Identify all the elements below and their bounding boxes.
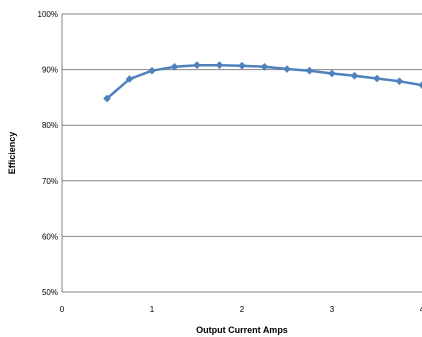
data-point (215, 61, 224, 70)
x-tick-labels: 0 1 2 3 4 (60, 305, 422, 314)
gridlines (62, 13, 422, 293)
axes (61, 14, 422, 293)
data-point (373, 74, 381, 83)
data-point (350, 71, 359, 80)
x-tick-label: 3 (330, 305, 335, 314)
x-tick-label: 1 (150, 305, 155, 314)
y-tick-label: 50% (42, 288, 58, 297)
data-point (418, 81, 422, 90)
data-point (283, 65, 291, 73)
y-axis-label: Efficiency (7, 132, 17, 175)
y-tick-label: 100% (38, 10, 58, 19)
x-tick-label: 2 (240, 305, 245, 314)
y-tick-label: 80% (42, 121, 58, 130)
series-group (103, 61, 422, 103)
data-point (125, 75, 134, 84)
x-tick-label: 0 (60, 305, 65, 314)
data-point (103, 94, 111, 103)
y-tick-label: 70% (42, 177, 58, 186)
x-axis-label: Output Current Amps (196, 325, 288, 335)
data-point (395, 77, 404, 86)
x-tick-label: 4 (420, 305, 422, 314)
data-point (170, 62, 179, 71)
data-point (260, 62, 269, 71)
data-point (305, 66, 314, 75)
data-point (238, 61, 246, 70)
data-point (328, 69, 336, 78)
y-tick-label: 90% (42, 66, 58, 75)
data-point (193, 61, 201, 70)
data-point (148, 66, 156, 75)
y-tick-label: 60% (42, 232, 58, 241)
y-tick-labels: 50% 60% 70% 80% 90% 100% (38, 10, 58, 297)
